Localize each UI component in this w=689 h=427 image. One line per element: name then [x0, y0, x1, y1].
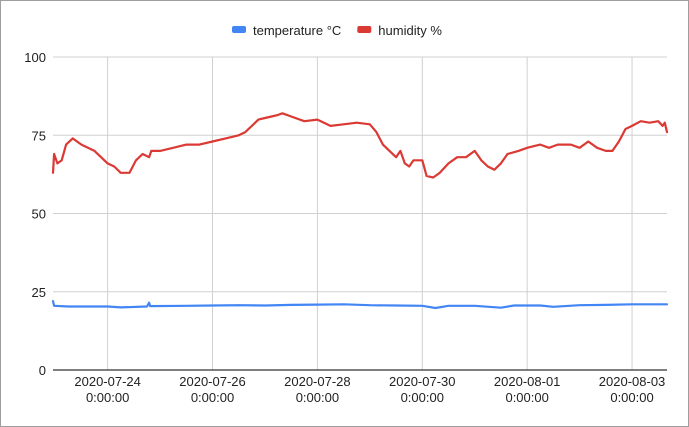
- y-tick-label: 75: [32, 128, 46, 143]
- x-tick-time: 0:00:00: [610, 390, 653, 405]
- x-tick-time: 0:00:00: [191, 390, 234, 405]
- legend-label: humidity %: [378, 23, 442, 38]
- temperature-series-line: [51, 300, 669, 310]
- y-tick-labels: 0 25 50 75 100: [24, 50, 46, 378]
- x-tick-date: 2020-08-03: [599, 374, 666, 389]
- x-tick-time: 0:00:00: [505, 390, 548, 405]
- x-tick-date: 2020-07-28: [284, 374, 351, 389]
- x-tick-date: 2020-07-30: [389, 374, 456, 389]
- legend: temperature °C humidity %: [232, 23, 442, 38]
- humidity-series-line: [51, 112, 669, 179]
- y-tick-label: 0: [39, 363, 46, 378]
- x-tick-labels: 2020-07-240:00:002020-07-260:00:002020-0…: [74, 374, 665, 405]
- legend-swatch: [232, 26, 246, 33]
- y-tick-label: 50: [32, 207, 46, 222]
- x-tick-time: 0:00:00: [86, 390, 129, 405]
- x-tick-time: 0:00:00: [401, 390, 444, 405]
- grid-lines: [53, 56, 667, 371]
- series-lines: [51, 112, 669, 310]
- y-tick-label: 25: [32, 285, 46, 300]
- x-tick-date: 2020-07-26: [179, 374, 246, 389]
- legend-label: temperature °C: [253, 23, 341, 38]
- x-tick-date: 2020-07-24: [74, 374, 141, 389]
- x-tick-time: 0:00:00: [296, 390, 339, 405]
- x-tick-date: 2020-08-01: [494, 374, 561, 389]
- y-tick-label: 100: [24, 50, 46, 65]
- legend-swatch: [357, 26, 372, 33]
